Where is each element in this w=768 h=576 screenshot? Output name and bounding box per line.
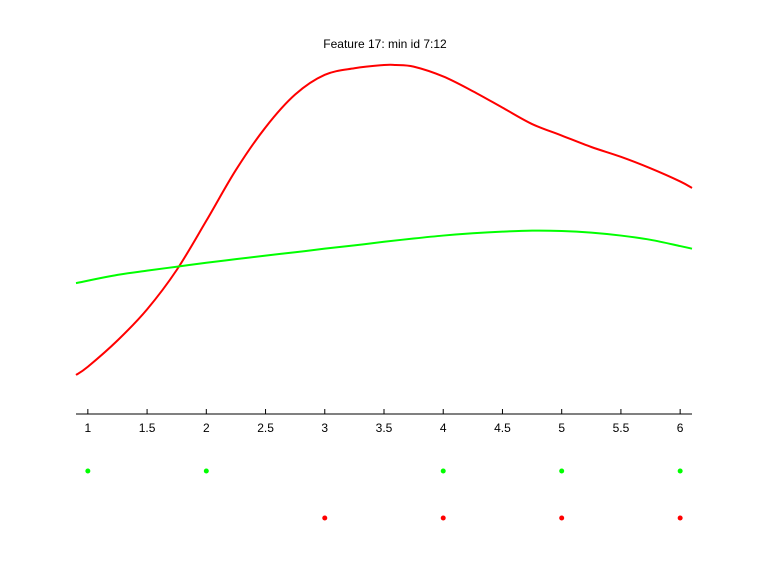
marker-rows [85, 468, 683, 521]
red-series-line [75, 63, 693, 376]
red-marker-point [559, 515, 565, 521]
green-marker-point [559, 468, 565, 474]
x-tick-label: 3.5 [376, 421, 393, 435]
red-marker-point [322, 515, 328, 521]
x-tick-label: 1.5 [139, 421, 156, 435]
x-tick-label: 5 [558, 421, 565, 435]
x-tick-label: 2 [203, 421, 210, 435]
green-marker-point [677, 468, 683, 474]
x-tick-label: 4.5 [494, 421, 511, 435]
x-tick-label: 4 [440, 421, 447, 435]
series-lines [75, 63, 693, 376]
x-tick-label: 5.5 [613, 421, 630, 435]
chart-title: Feature 17: min id 7:12 [323, 37, 447, 51]
red-marker-point [440, 515, 446, 521]
green-series-line [75, 229, 693, 285]
x-tick-label: 3 [321, 421, 328, 435]
x-axis-ticks: 1 1.5 2 2.5 3 3.5 4 4.5 5 5.5 6 [85, 409, 684, 435]
green-marker-point [203, 468, 209, 474]
x-tick-label: 2.5 [257, 421, 274, 435]
green-marker-point [85, 468, 91, 474]
green-marker-point [440, 468, 446, 474]
red-marker-point [677, 515, 683, 521]
x-tick-label: 1 [85, 421, 92, 435]
x-tick-label: 6 [677, 421, 684, 435]
